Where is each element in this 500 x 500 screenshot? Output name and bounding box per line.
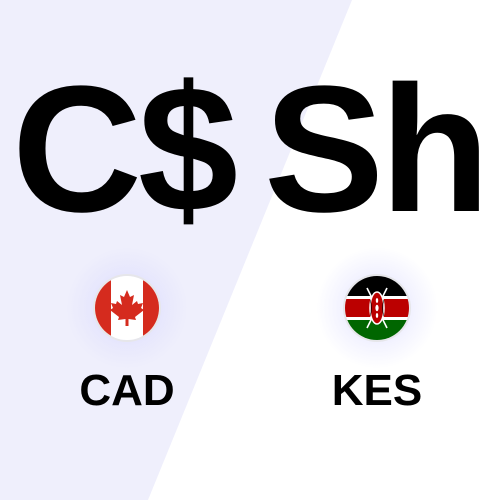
from-flag-container xyxy=(67,248,187,368)
canada-flag-icon xyxy=(95,276,159,340)
kenya-flag-icon xyxy=(345,276,409,340)
to-flag-container xyxy=(317,248,437,368)
from-currency-symbol: C$ xyxy=(12,49,238,250)
from-currency-code: CAD xyxy=(79,366,175,415)
to-currency-symbol: Sh xyxy=(264,49,490,250)
to-currency-code: KES xyxy=(331,366,423,415)
